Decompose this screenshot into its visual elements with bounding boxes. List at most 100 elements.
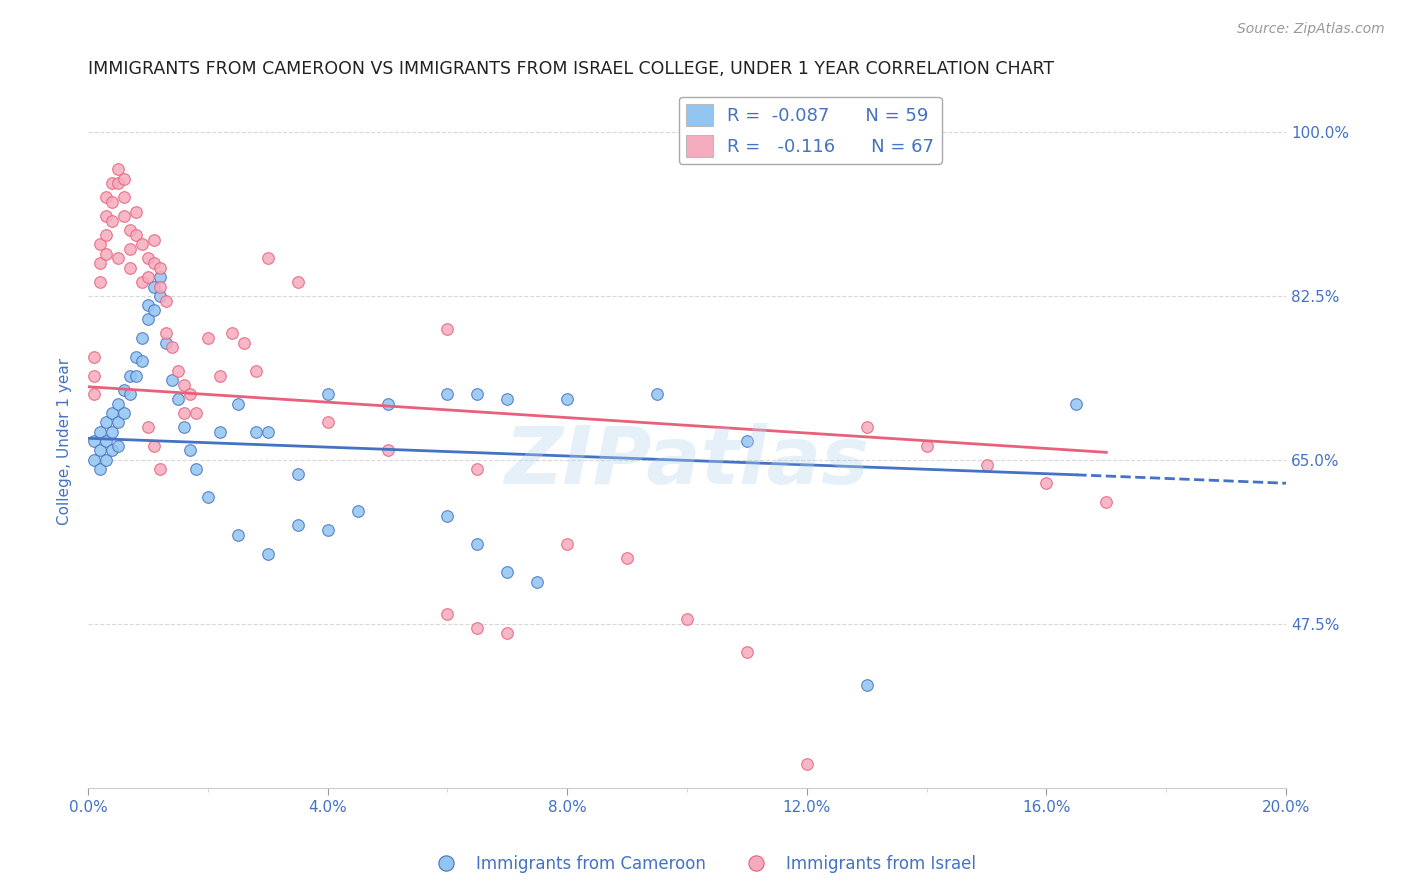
Point — [616, 551, 638, 566]
Point — [112, 209, 135, 223]
Point — [131, 354, 153, 368]
Point — [436, 509, 458, 524]
Point — [89, 425, 111, 439]
Point — [89, 256, 111, 270]
Point — [226, 396, 249, 410]
Point — [125, 204, 148, 219]
Point — [94, 246, 117, 260]
Point — [101, 425, 124, 439]
Point — [496, 566, 519, 580]
Point — [197, 331, 219, 345]
Point — [287, 518, 309, 533]
Point — [436, 321, 458, 335]
Point — [112, 171, 135, 186]
Point — [676, 612, 699, 626]
Point — [496, 392, 519, 406]
Point — [101, 443, 124, 458]
Point — [167, 364, 190, 378]
Point — [94, 453, 117, 467]
Point — [143, 279, 166, 293]
Point — [101, 406, 124, 420]
Point — [101, 177, 124, 191]
Point — [160, 373, 183, 387]
Point — [221, 326, 243, 341]
Point — [184, 462, 207, 476]
Point — [555, 537, 578, 551]
Point — [467, 622, 489, 636]
Point — [1066, 396, 1088, 410]
Point — [83, 453, 105, 467]
Point — [208, 368, 231, 383]
Point — [796, 757, 818, 772]
Point — [232, 335, 254, 350]
Point — [245, 364, 267, 378]
Point — [436, 607, 458, 622]
Point — [125, 350, 148, 364]
Point — [94, 415, 117, 429]
Point — [83, 434, 105, 448]
Point — [136, 252, 159, 266]
Point — [120, 260, 142, 275]
Point — [131, 275, 153, 289]
Point — [467, 537, 489, 551]
Point — [112, 190, 135, 204]
Point — [645, 387, 668, 401]
Point — [184, 406, 207, 420]
Point — [377, 443, 399, 458]
Point — [436, 387, 458, 401]
Point — [287, 467, 309, 481]
Point — [496, 626, 519, 640]
Text: Source: ZipAtlas.com: Source: ZipAtlas.com — [1237, 22, 1385, 37]
Point — [173, 420, 195, 434]
Point — [107, 439, 129, 453]
Point — [94, 434, 117, 448]
Point — [131, 331, 153, 345]
Point — [89, 237, 111, 252]
Point — [107, 396, 129, 410]
Point — [167, 392, 190, 406]
Point — [149, 289, 172, 303]
Point — [131, 237, 153, 252]
Point — [136, 312, 159, 326]
Point — [179, 387, 201, 401]
Point — [256, 425, 278, 439]
Point — [467, 462, 489, 476]
Point — [112, 383, 135, 397]
Point — [149, 279, 172, 293]
Point — [1095, 495, 1118, 509]
Legend: Immigrants from Cameroon, Immigrants from Israel: Immigrants from Cameroon, Immigrants fro… — [423, 848, 983, 880]
Point — [136, 298, 159, 312]
Point — [107, 162, 129, 177]
Point — [155, 326, 177, 341]
Point — [83, 350, 105, 364]
Point — [120, 387, 142, 401]
Point — [125, 227, 148, 242]
Point — [136, 270, 159, 285]
Point — [83, 387, 105, 401]
Point — [143, 256, 166, 270]
Point — [112, 406, 135, 420]
Point — [526, 574, 548, 589]
Point — [143, 439, 166, 453]
Point — [467, 387, 489, 401]
Point — [1035, 476, 1057, 491]
Point — [256, 252, 278, 266]
Text: IMMIGRANTS FROM CAMEROON VS IMMIGRANTS FROM ISRAEL COLLEGE, UNDER 1 YEAR CORRELA: IMMIGRANTS FROM CAMEROON VS IMMIGRANTS F… — [89, 60, 1054, 78]
Point — [101, 195, 124, 210]
Point — [89, 443, 111, 458]
Point — [245, 425, 267, 439]
Point — [107, 252, 129, 266]
Point — [101, 214, 124, 228]
Point — [173, 377, 195, 392]
Text: ZIPatlas: ZIPatlas — [505, 423, 869, 501]
Point — [316, 523, 339, 537]
Point — [173, 406, 195, 420]
Point — [226, 528, 249, 542]
Point — [855, 420, 877, 434]
Point — [125, 368, 148, 383]
Point — [94, 209, 117, 223]
Point — [155, 293, 177, 308]
Point — [83, 368, 105, 383]
Point — [149, 260, 172, 275]
Point — [377, 396, 399, 410]
